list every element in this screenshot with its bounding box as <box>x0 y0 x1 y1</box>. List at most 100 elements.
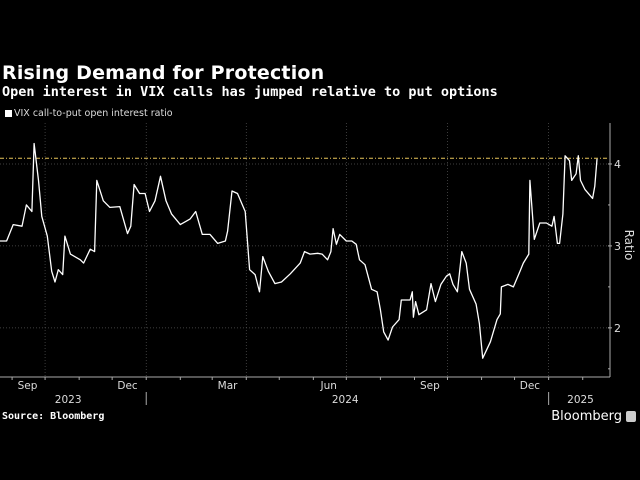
data-point <box>109 206 111 208</box>
data-point <box>383 331 385 333</box>
data-point <box>6 240 7 242</box>
source-note: Source: Bloomberg <box>2 411 105 422</box>
data-point <box>149 211 150 212</box>
data-point <box>262 256 264 257</box>
data-point <box>309 253 311 255</box>
data-point <box>387 339 389 341</box>
data-point <box>496 319 498 321</box>
data-point <box>557 243 558 244</box>
data-point <box>592 197 594 199</box>
data-point <box>411 291 413 293</box>
data-point <box>412 316 414 318</box>
data-point <box>580 179 581 181</box>
data-point <box>596 158 598 160</box>
x-tick-label: Jun <box>320 380 337 392</box>
y-tick-label: 4 <box>614 158 621 171</box>
data-point <box>12 224 14 226</box>
data-point <box>571 179 573 181</box>
data-point <box>179 224 181 226</box>
data-point <box>89 248 91 250</box>
data-point <box>127 233 128 235</box>
x-tick-label: Dec <box>520 380 541 392</box>
data-point <box>398 319 400 321</box>
data-point <box>79 259 81 261</box>
data-point <box>461 251 463 253</box>
data-point <box>430 283 432 284</box>
data-point <box>336 243 337 245</box>
series-line <box>0 142 598 359</box>
data-point <box>426 309 427 311</box>
data-point <box>528 253 530 255</box>
x-tick-label: Dec <box>117 380 138 392</box>
data-point <box>165 200 167 202</box>
brand-name: Bloomberg <box>551 409 622 424</box>
x-tick-label: Sep <box>420 380 440 392</box>
data-point <box>584 188 586 190</box>
data-point <box>231 190 233 192</box>
data-point <box>469 288 470 290</box>
year-label: 2023 <box>55 394 82 406</box>
data-point <box>317 252 319 254</box>
data-point <box>440 284 442 285</box>
data-point <box>452 284 454 285</box>
data-point <box>575 173 577 175</box>
legend: VIX call-to-put open interest ratio <box>5 108 173 119</box>
data-point <box>499 313 501 315</box>
data-point <box>209 234 211 235</box>
data-point <box>267 270 269 272</box>
data-point <box>332 228 334 230</box>
data-point <box>445 275 447 277</box>
y-tick-label: 2 <box>614 322 621 335</box>
data-point <box>139 193 141 194</box>
data-point <box>577 155 579 157</box>
data-point <box>281 281 282 283</box>
data-point <box>529 179 531 181</box>
data-point <box>519 270 521 272</box>
data-point <box>119 206 121 207</box>
data-point <box>133 184 135 185</box>
data-point <box>539 222 541 224</box>
data-point <box>330 251 332 253</box>
y-axis-label: Ratio <box>622 230 636 261</box>
data-point <box>507 284 509 285</box>
data-point <box>564 155 566 157</box>
data-point <box>189 218 191 220</box>
data-point <box>449 273 451 275</box>
data-point <box>154 200 156 202</box>
data-point <box>299 262 301 264</box>
data-point <box>64 235 66 237</box>
data-point <box>339 234 341 235</box>
chart-subtitle: Open interest in VIX calls has jumped re… <box>2 84 498 100</box>
data-point <box>415 301 416 303</box>
data-point <box>409 299 411 301</box>
data-point <box>259 291 260 293</box>
data-point <box>102 200 104 202</box>
data-point <box>371 288 373 290</box>
data-point <box>244 211 246 212</box>
data-point <box>38 179 39 181</box>
data-point <box>546 222 547 224</box>
data-point <box>195 211 197 212</box>
data-point <box>418 314 420 316</box>
data-point <box>533 238 535 240</box>
data-point <box>355 243 357 245</box>
data-point <box>201 234 203 235</box>
data-point <box>489 341 491 343</box>
data-point <box>94 251 95 253</box>
data-point <box>559 243 561 244</box>
data-point <box>41 216 43 217</box>
data-point <box>33 143 35 144</box>
data-point <box>522 262 524 264</box>
year-label: 2025 <box>567 394 594 406</box>
data-point <box>376 291 378 293</box>
data-point <box>345 240 347 242</box>
data-point <box>304 251 305 253</box>
data-point <box>62 274 64 275</box>
data-point <box>217 243 219 244</box>
bloomberg-logo-icon <box>626 411 636 422</box>
data-point <box>321 253 323 255</box>
data-point <box>274 283 276 284</box>
data-point <box>31 211 33 212</box>
data-point <box>254 274 256 275</box>
